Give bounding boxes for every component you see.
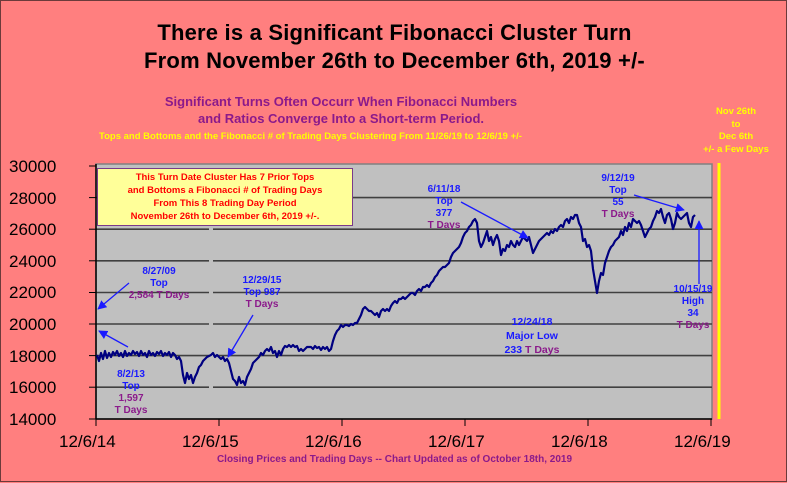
annotation-arrows [97, 194, 704, 358]
annotation-12-24-18: 12/24/18 Major Low 233 T Days [504, 316, 560, 356]
annotation-8-2-13: 8/2/13 Top 1,597 T Days [114, 369, 148, 416]
svg-text:26000: 26000 [9, 220, 56, 239]
info-line1: This Turn Date Cluster Has 7 Prior Tops [135, 172, 315, 183]
svg-text:20000: 20000 [9, 315, 56, 334]
svg-text:12/6/17: 12/6/17 [428, 432, 485, 451]
svg-text:14000: 14000 [9, 410, 56, 429]
chart-subtitle-line2: and Ratios Converge Into a Short-term Pe… [197, 111, 485, 126]
svg-text:16000: 16000 [9, 378, 56, 397]
svg-text:22000: 22000 [9, 283, 56, 302]
y-axis-labels: 30000 28000 26000 24000 22000 20000 1800… [9, 157, 56, 429]
svg-text:12/6/19: 12/6/19 [674, 432, 731, 451]
turn-window-line4: +/- a Few Days [703, 143, 769, 155]
svg-text:30000: 30000 [9, 157, 56, 176]
svg-text:24000: 24000 [9, 252, 56, 271]
cluster-info-box: This Turn Date Cluster Has 7 Prior Tops … [97, 168, 353, 226]
turn-window-note: Nov 26th to Dec 6th +/- a Few Days [691, 106, 781, 156]
svg-text:12/6/14: 12/6/14 [59, 432, 116, 451]
annotation-8-27-09: 8/27/09 Top 2,584 T Days [128, 266, 190, 301]
annotation-9-12-19: 9/12/19 Top 55 T Days [601, 173, 635, 220]
cluster-note: Tops and Bottoms and the Fibonacci # of … [99, 131, 522, 142]
chart-title-line2: From November 26th to December 6th, 2019… [144, 48, 645, 73]
turn-window-line1: Nov 26th [715, 106, 757, 117]
price-line [95, 207, 696, 387]
svg-text:18000: 18000 [9, 347, 56, 366]
info-line3: From This 8 Trading Day Period [153, 198, 297, 209]
chart-footer: Closing Prices and Trading Days -- Chart… [216, 454, 573, 465]
info-line2: and Bottoms a Fibonacci # of Trading Day… [127, 185, 323, 196]
svg-text:12/6/16: 12/6/16 [305, 432, 362, 451]
svg-text:12/6/18: 12/6/18 [551, 432, 608, 451]
turn-window-line3: Dec 6th [718, 131, 754, 142]
svg-text:28000: 28000 [9, 189, 56, 208]
x-axis-labels: 12/6/14 12/6/15 12/6/16 12/6/17 12/6/18 … [59, 432, 731, 451]
annotation-10-15-19: 10/15/19 High 34 T Days [673, 284, 713, 331]
annotation-6-11-18: 6/11/18 Top 377 T Days [427, 184, 461, 231]
svg-text:12/6/15: 12/6/15 [182, 432, 239, 451]
info-line4: November 26th to December 6th, 2019 +/-. [130, 211, 320, 222]
annotation-12-29-15: 12/29/15 Top 987 T Days [242, 275, 282, 310]
chart-title-line1: There is a Significant Fibonacci Cluster… [157, 20, 632, 45]
turn-window-line2: to [731, 118, 741, 130]
chart-subtitle-line1: Significant Turns Often Occurr When Fibo… [164, 94, 518, 109]
